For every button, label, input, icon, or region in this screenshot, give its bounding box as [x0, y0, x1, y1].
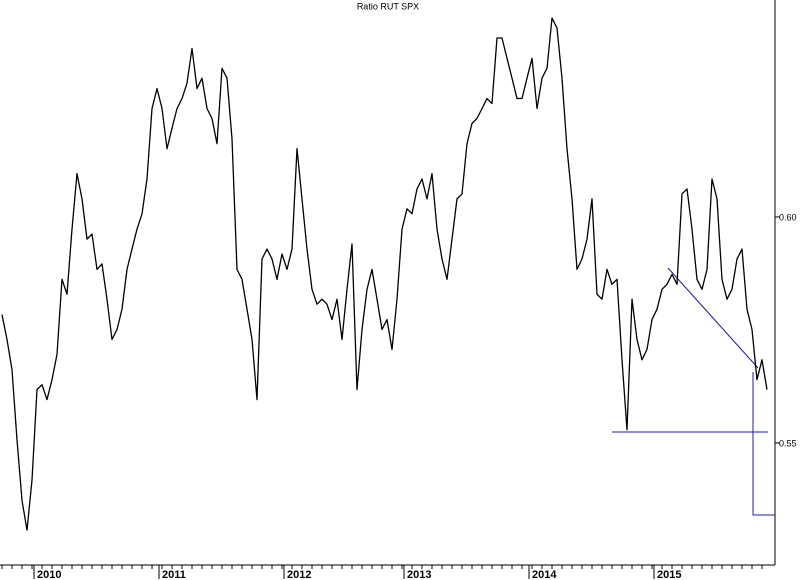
x-tick-label: 2015 [657, 569, 681, 580]
x-tick-label: 2011 [162, 569, 186, 580]
trend-line [667, 267, 759, 369]
chart-title: Ratio RUT SPX [357, 1, 419, 11]
x-tick-label: 2010 [37, 569, 61, 580]
x-tick-label: 2014 [532, 569, 557, 580]
line [1, 17, 768, 531]
target-line [752, 372, 775, 516]
trendlines [612, 267, 775, 516]
y-tick-label: 0.55 [779, 438, 797, 448]
y-tick-label: 0.60 [779, 212, 797, 222]
x-tick-label: 2012 [287, 569, 311, 580]
x-tick-label: 2013 [407, 569, 431, 580]
